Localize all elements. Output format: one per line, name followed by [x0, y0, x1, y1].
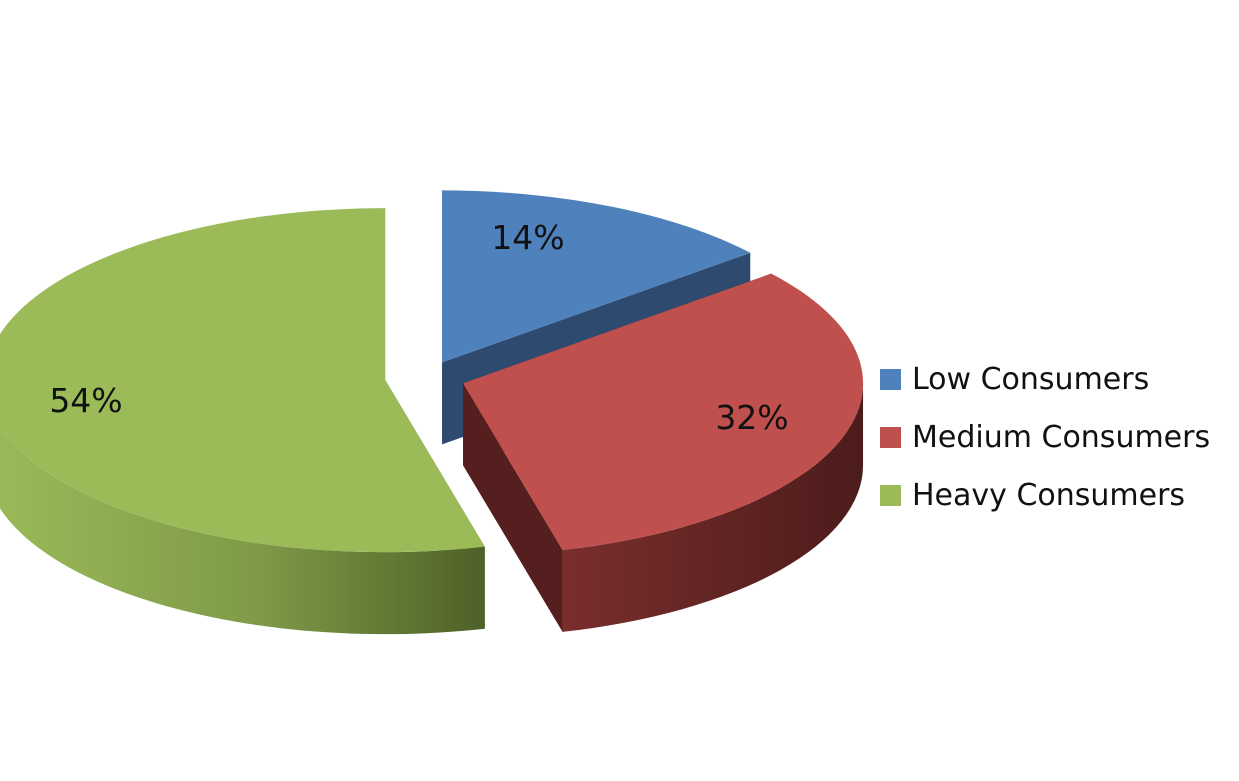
data-label-low-consumers: 14% [491, 218, 564, 257]
slice-side-medium-consumers-0 [562, 383, 864, 632]
legend-label-low-consumers: Low Consumers [912, 361, 1150, 397]
legend-swatch-heavy-consumers [880, 484, 901, 506]
legend-label-medium-consumers: Medium Consumers [912, 419, 1211, 455]
legend-item-low-consumers: Low Consumers [880, 350, 1210, 408]
slice-top-heavy-consumers [0, 208, 485, 553]
legend-swatch-medium-consumers [880, 426, 901, 448]
legend-label-heavy-consumers: Heavy Consumers [912, 477, 1186, 513]
slice-top-medium-consumers [463, 273, 864, 550]
slice-top-low-consumers [442, 190, 751, 363]
legend: Low Consumers Medium Consumers Heavy Con… [880, 350, 1210, 524]
labels-layer: 14% 32% 54% [49, 218, 788, 437]
slice-medium-consumers [463, 273, 864, 632]
legend-item-medium-consumers: Medium Consumers [880, 408, 1210, 466]
legend-item-heavy-consumers: Heavy Consumers [880, 466, 1210, 524]
slice-cut-face-medium-consumers-1 [463, 383, 563, 632]
data-label-medium-consumers: 32% [715, 398, 788, 437]
legend-swatch-low-consumers [880, 368, 901, 390]
slice-heavy-consumers [0, 208, 485, 635]
slice-side-heavy-consumers-0 [0, 426, 485, 635]
data-label-heavy-consumers: 54% [49, 381, 122, 420]
slices-layer [0, 190, 864, 635]
